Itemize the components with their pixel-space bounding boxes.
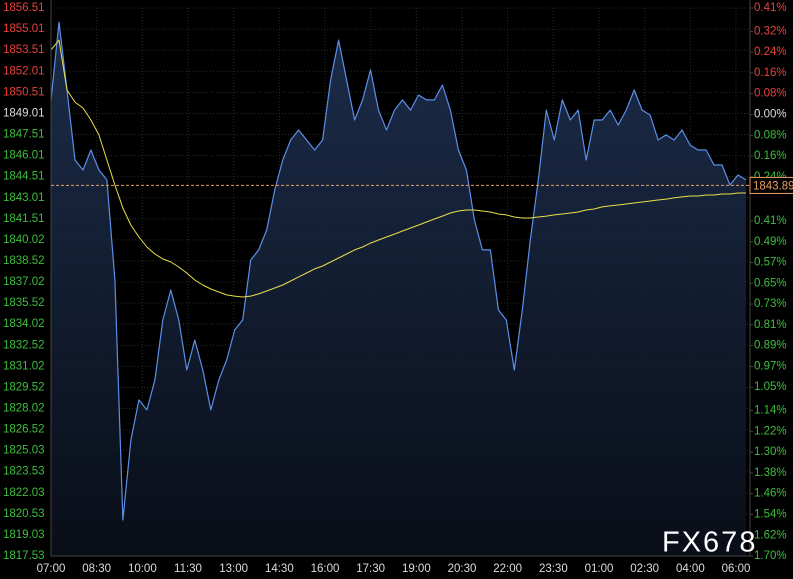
y2-tick-label: 0.65% [754,277,787,289]
y-tick-label: 1855.01 [3,23,45,35]
y-tick-label: 1843.01 [3,192,45,204]
y-tick-label: 1825.03 [3,445,45,457]
y2-tick-label: 1.22% [754,425,787,437]
y-tick-label: 1834.02 [3,318,45,330]
y2-tick-label: 0.08% [754,129,787,141]
y-tick-label: 1840.02 [3,234,45,246]
x-tick-label: 16:00 [311,563,340,575]
y2-tick-label: 1.38% [754,467,787,479]
x-tick-label: 17:30 [356,563,385,575]
y-tick-label: 1853.51 [3,44,45,56]
y2-tick-label: 0.00% [754,109,787,121]
y-tick-label: 1826.52 [3,424,45,436]
price-area [51,22,746,557]
x-tick-label: 11:30 [174,563,202,575]
current-price-box [749,176,793,194]
x-tick-label: 07:00 [37,563,66,575]
x-tick-label: 13:00 [219,563,248,575]
y2-tick-label: 0.41% [754,2,787,14]
y-tick-label: 1817.53 [3,550,45,562]
y-tick-label: 1819.03 [3,529,45,541]
y2-tick-label: 1.54% [754,508,787,520]
x-tick-label: 20:30 [448,563,477,575]
y2-tick-label: 1.70% [754,550,787,562]
y-tick-label: 1838.52 [3,255,45,267]
x-tick-label: 19:00 [402,563,431,575]
y2-tick-label: 0.41% [754,215,787,227]
y2-tick-label: 0.24% [754,46,787,58]
y-tick-label: 1835.52 [3,297,45,309]
y2-tick-label: 0.81% [754,319,787,331]
y-tick-label: 1847.51 [3,129,45,141]
y2-tick-label: 0.89% [754,340,787,352]
y2-tick-label: 0.16% [754,67,787,79]
y2-tick-label: 0.16% [754,150,787,162]
y-tick-label: 1850.51 [3,86,45,98]
y2-tick-label: 0.73% [754,298,787,310]
y-tick-label: 1820.53 [3,508,45,520]
y-tick-label: 1823.53 [3,466,45,478]
y-tick-label: 1828.02 [3,403,45,415]
y-tick-label: 1856.51 [3,2,45,14]
y2-tick-label: 1.14% [754,405,787,417]
y2-tick-label: 1.30% [754,446,787,458]
y2-tick-label: 0.97% [754,360,787,372]
y-tick-label: 1846.01 [3,150,45,162]
y-tick-label: 1837.02 [3,276,45,288]
y-tick-label: 1844.51 [3,171,45,183]
y2-tick-label: 1.46% [754,488,787,500]
y2-tick-label: 0.57% [754,257,787,269]
y-tick-label: 1849.01 [3,107,45,119]
y-tick-label: 1832.52 [3,339,45,351]
x-tick-label: 10:00 [128,563,157,575]
y-tick-label: 1831.02 [3,360,45,372]
y-tick-label: 1829.52 [3,381,45,393]
x-tick-label: 02:30 [630,563,659,575]
y-tick-label: 1852.01 [3,65,45,77]
x-tick-label: 01:00 [585,563,614,575]
price-line [50,21,747,521]
x-tick-label: 14:30 [265,563,294,575]
current-price-label: 1843.89 [753,180,793,192]
y2-tick-label: 1.05% [754,381,787,393]
watermark: FX678 [662,527,757,559]
y2-tick-label: 0.32% [754,25,787,37]
y2-tick-label: 0.08% [754,88,787,100]
x-tick-label: 04:00 [676,563,705,575]
x-tick-label: 23:30 [539,563,568,575]
average-line [50,39,746,298]
x-tick-label: 06:00 [722,563,751,575]
y2-tick-label: 1.62% [754,529,787,541]
y2-tick-label: 0.49% [754,236,787,248]
x-tick-label: 22:00 [493,563,522,575]
y-tick-label: 1822.03 [3,487,45,499]
x-tick-label: 08:30 [82,563,111,575]
y-tick-label: 1841.51 [3,213,45,225]
